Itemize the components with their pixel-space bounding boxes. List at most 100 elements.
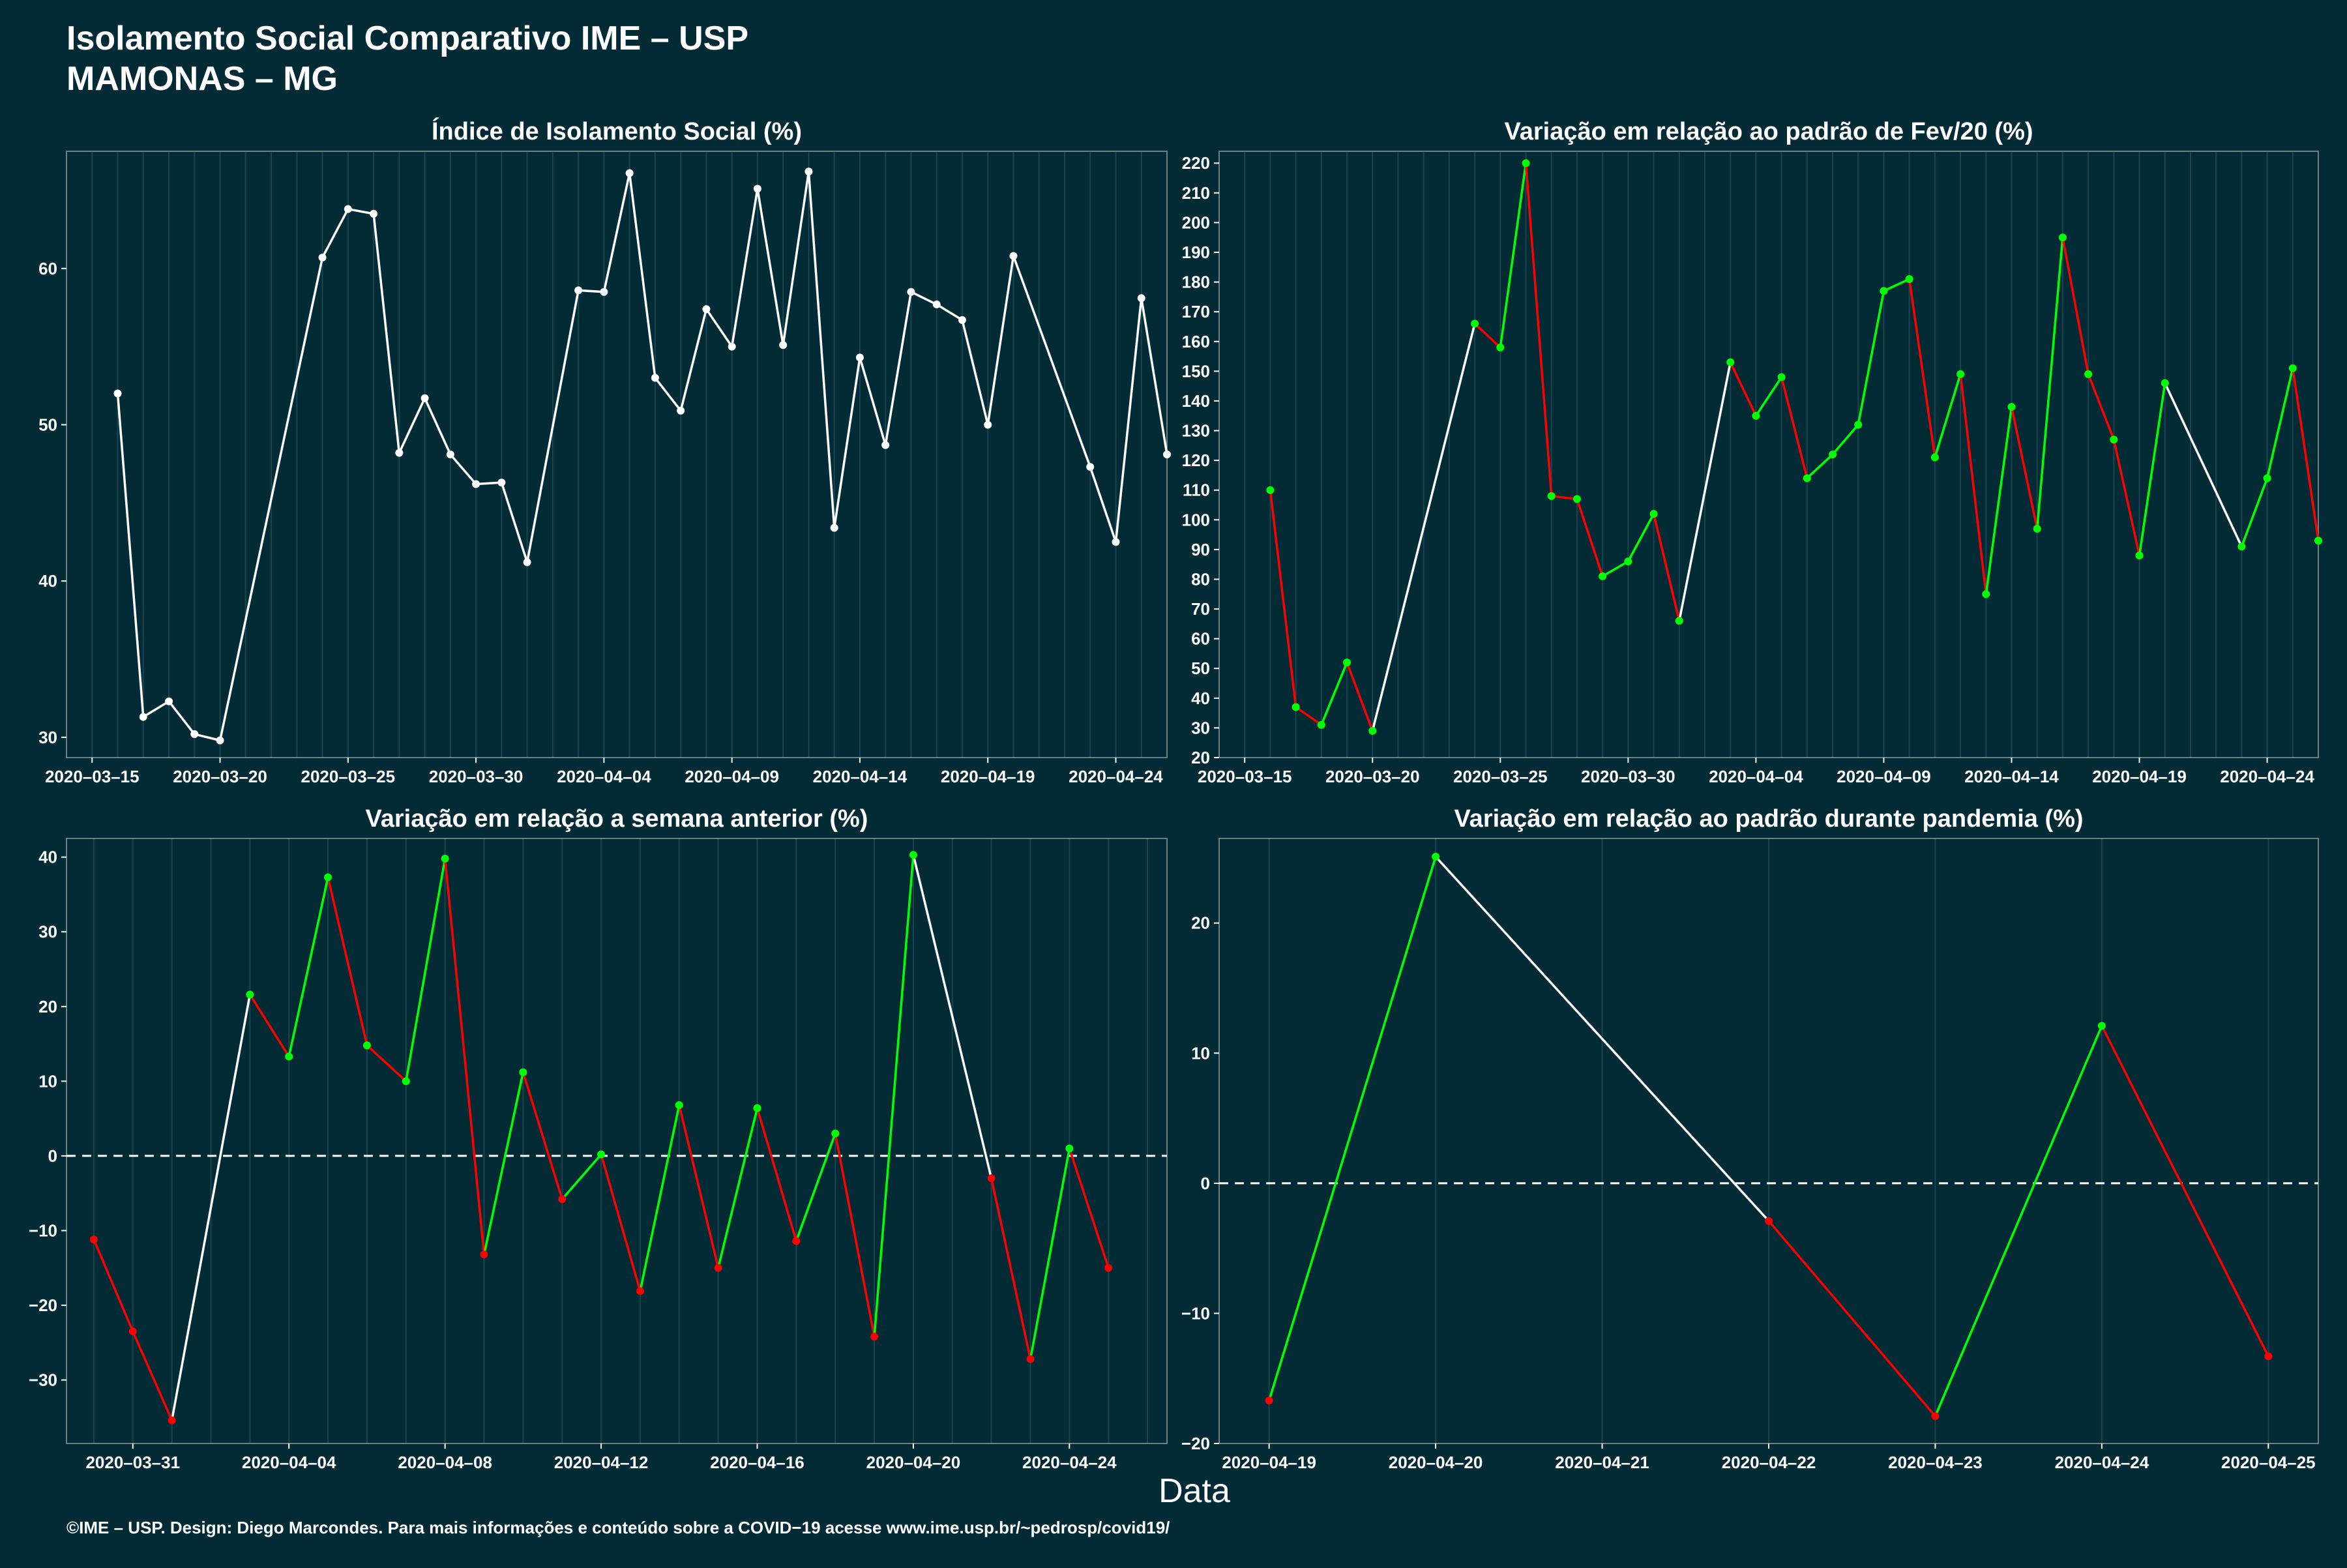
series-line-segment xyxy=(1524,163,1553,496)
series-line-segment xyxy=(132,1331,173,1421)
y-tick-label: −20 xyxy=(1181,1434,1210,1453)
y-tick-label: 0 xyxy=(48,1146,57,1166)
data-point xyxy=(1752,411,1760,420)
series-line-segment xyxy=(1883,278,1910,292)
series-line-segment xyxy=(961,319,989,425)
series-line-segment xyxy=(1831,424,1859,456)
series-line-segment xyxy=(1908,278,1936,458)
series-line-segment xyxy=(756,188,784,346)
y-tick-label: 20 xyxy=(1191,913,1210,933)
x-tick-label: 2020–04–12 xyxy=(554,1453,649,1472)
data-point xyxy=(1112,538,1120,546)
y-tick-label: 220 xyxy=(1182,153,1210,173)
y-tick-label: 30 xyxy=(38,922,57,941)
data-point xyxy=(1803,474,1811,482)
data-point xyxy=(677,406,685,415)
series-line-segment xyxy=(500,482,529,563)
data-point xyxy=(2288,364,2297,372)
data-point xyxy=(651,374,659,382)
y-tick-label: −30 xyxy=(29,1370,57,1390)
series-line-segment xyxy=(2240,477,2269,547)
x-tick-label: 2020–04–09 xyxy=(685,767,779,786)
data-point xyxy=(395,449,404,457)
y-tick-label: 50 xyxy=(38,415,57,434)
x-tick-label: 2020–04–04 xyxy=(242,1453,336,1472)
series-line-segment xyxy=(366,1044,407,1082)
data-point xyxy=(2161,379,2169,387)
series-line-segment xyxy=(600,1154,642,1292)
data-point xyxy=(792,1237,801,1245)
data-point xyxy=(1956,370,1965,378)
x-tick-label: 2020–04–16 xyxy=(710,1453,804,1472)
y-tick-label: 70 xyxy=(1191,599,1210,619)
data-point xyxy=(1829,451,1837,458)
series-line-segment xyxy=(1320,662,1348,726)
data-point xyxy=(1572,495,1581,503)
data-point xyxy=(318,253,327,261)
data-point xyxy=(728,342,736,351)
data-point xyxy=(2264,1352,2273,1361)
x-tick-label: 2020–03–31 xyxy=(85,1453,180,1472)
data-point xyxy=(344,205,352,213)
x-tick-label: 2020–04–23 xyxy=(1888,1453,1983,1472)
series-line-segment xyxy=(1678,362,1732,621)
series-line-segment xyxy=(1934,1025,2103,1417)
y-tick-label: 210 xyxy=(1182,183,1210,203)
data-point xyxy=(497,479,506,487)
data-point xyxy=(2007,403,2016,411)
series-line-segment xyxy=(2266,368,2294,479)
series-line-segment xyxy=(1346,662,1374,732)
series-line-segment xyxy=(1371,323,1476,732)
x-tick-label: 2020–04–19 xyxy=(1222,1453,1316,1472)
series-line-segment xyxy=(2035,237,2064,529)
series-line-segment xyxy=(990,1177,1032,1359)
data-point xyxy=(1905,275,1913,284)
data-point xyxy=(636,1287,644,1295)
x-tick-label: 2020–03–15 xyxy=(45,767,140,786)
data-point xyxy=(402,1077,410,1086)
data-point xyxy=(1547,492,1556,500)
chart-panel-1: Índice de Isolamento Social (%) 30 40 50 60 2… xyxy=(38,117,1171,786)
series-line-segment xyxy=(168,700,196,735)
data-point xyxy=(984,421,992,429)
data-point xyxy=(1086,463,1095,471)
data-point xyxy=(1292,703,1300,711)
series-line-segment xyxy=(1295,706,1322,726)
x-tick-label: 2020–04–14 xyxy=(813,767,908,786)
y-tick-label: 50 xyxy=(1191,658,1210,678)
data-point xyxy=(2135,552,2144,559)
series-line-segment xyxy=(116,393,145,717)
y-tick-label: 40 xyxy=(38,571,57,591)
figure-title-line1: Isolamento Social Comparativo IME – USP xyxy=(66,20,748,57)
data-point xyxy=(2033,524,2041,533)
y-tick-label: 10 xyxy=(1191,1043,1210,1063)
series-line-segment xyxy=(423,397,452,455)
series-line-segment xyxy=(1934,374,1962,458)
data-point xyxy=(2263,474,2271,482)
series-line-segment xyxy=(807,171,836,528)
chart-panel-4: Variação em relação ao padrão durante pa… xyxy=(1181,805,2319,1472)
x-tick-label: 2020–03–30 xyxy=(429,767,524,786)
data-point xyxy=(472,480,480,488)
series-line-segment xyxy=(482,1072,525,1255)
data-point xyxy=(779,341,788,349)
data-point xyxy=(128,1327,137,1336)
y-tick-label: 150 xyxy=(1182,361,1210,381)
x-tick-label: 2020–04–04 xyxy=(557,767,651,786)
series-line-segment xyxy=(910,291,937,306)
data-point xyxy=(190,730,199,739)
series-line-segment xyxy=(522,1072,563,1200)
data-point xyxy=(831,1129,840,1138)
series-line-segment xyxy=(936,303,963,321)
data-point xyxy=(2097,1022,2106,1030)
data-point xyxy=(1726,358,1735,366)
data-point xyxy=(523,558,531,567)
y-tick-label: 130 xyxy=(1182,421,1210,441)
y-tick-label: 20 xyxy=(1191,748,1210,767)
series-line-segment xyxy=(716,1108,759,1269)
data-point xyxy=(1317,720,1325,729)
series-line-segment xyxy=(795,1132,836,1242)
series-line-segment xyxy=(1140,298,1168,455)
x-tick-label: 2020–03–25 xyxy=(301,767,396,786)
series-line-segment xyxy=(321,208,349,258)
